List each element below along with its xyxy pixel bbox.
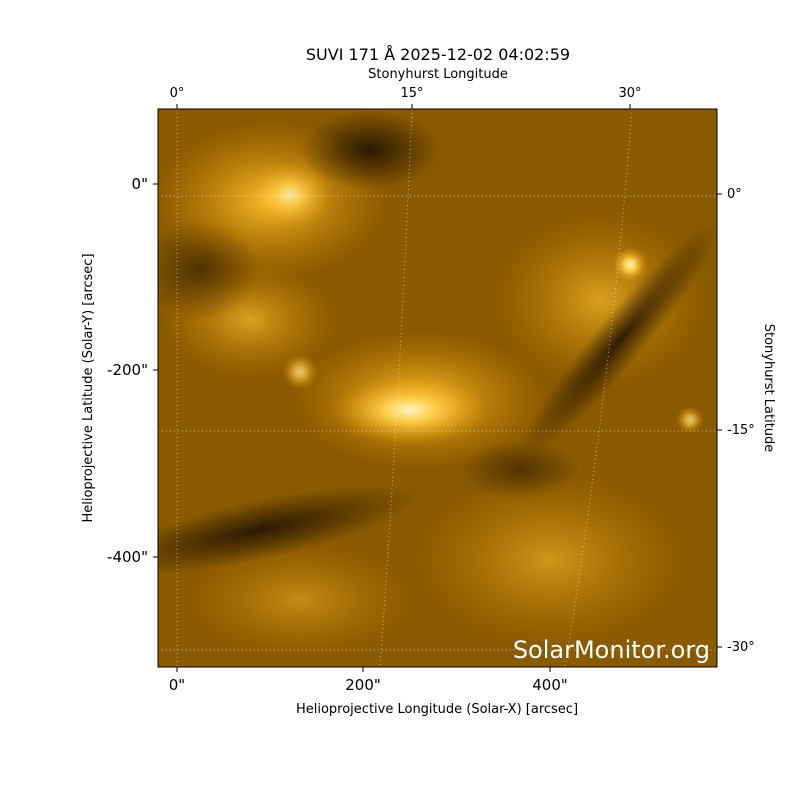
y-tick-label: -200"	[107, 361, 148, 379]
top-tick-label: 0°	[170, 86, 185, 101]
y-tick-label: -400"	[107, 548, 148, 566]
top-axis-label: Stonyhurst Longitude	[368, 67, 508, 82]
y-axis-label: Helioprojective Latitude (Solar-Y) [arcs…	[81, 253, 96, 522]
title: SUVI 171 Å 2025-12-02 04:02:59	[306, 45, 570, 64]
x-tick-label: 0"	[169, 676, 185, 694]
x-axis-label: Helioprojective Longitude (Solar-X) [arc…	[296, 702, 578, 717]
axes-frame	[157, 108, 718, 668]
x-tick-label: 200"	[345, 676, 381, 694]
top-tick-label: 30°	[618, 86, 641, 101]
solar-image	[158, 109, 717, 667]
coordinate-grid	[158, 109, 717, 667]
right-tick-label: -30°	[727, 640, 755, 655]
right-tick-label: -15°	[727, 423, 755, 438]
y-tick-label: 0"	[132, 175, 148, 193]
right-tick-label: 0°	[727, 187, 742, 202]
top-tick-label: 15°	[400, 86, 423, 101]
right-axis-label: Stonyhurst Latitude	[761, 324, 776, 453]
x-tick-label: 400"	[532, 676, 568, 694]
watermark: SolarMonitor.org	[513, 636, 710, 664]
